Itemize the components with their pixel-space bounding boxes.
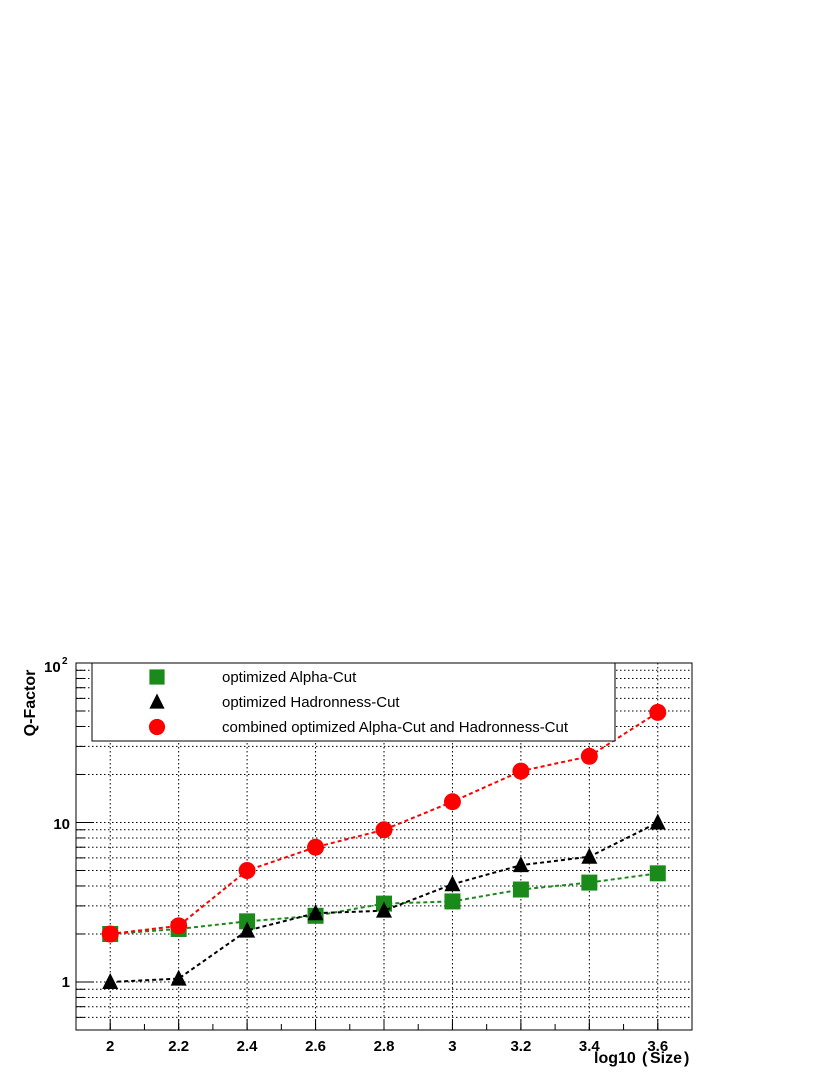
y-tick-label-1: 1 [62, 974, 70, 991]
x-tick-label: 2.8 [374, 1038, 395, 1055]
circle-marker [238, 862, 256, 880]
triangle-marker [239, 921, 256, 938]
square-marker [239, 913, 256, 930]
square-marker [581, 874, 598, 891]
y-axis-title: Q-Factor [22, 670, 39, 737]
square-marker [649, 865, 666, 882]
x-axis-title-variable: Size [650, 1050, 682, 1067]
circle-marker [512, 762, 530, 780]
x-tick-label: 2.2 [168, 1038, 189, 1055]
series-circle [101, 703, 667, 943]
y-tick-labels: 1 10 10 2 [44, 656, 70, 991]
legend-label: optimized Alpha-Cut [222, 669, 357, 686]
x-tick-label: 3.6 [647, 1038, 668, 1055]
series-line-circle [110, 711, 659, 935]
circle-marker [101, 925, 119, 943]
circle-marker [375, 821, 393, 839]
circle-marker [649, 703, 667, 721]
x-tick-label: 3.2 [510, 1038, 531, 1055]
triangle-marker [581, 847, 598, 864]
legend-box [91, 662, 616, 742]
square-marker [444, 893, 461, 910]
x-axis-title-prefix: log10 [594, 1050, 636, 1067]
triangle-marker [102, 972, 119, 989]
series-layer [101, 703, 667, 989]
y-tick-label-100-exponent: 2 [62, 656, 68, 667]
x-tick-label: 2.4 [237, 1038, 259, 1055]
square-marker [512, 881, 529, 898]
x-axis-title-paren-close: ) [684, 1050, 689, 1067]
triangle-marker [376, 901, 392, 918]
circle-marker [443, 793, 461, 811]
triangle-marker [307, 904, 324, 921]
triangle-marker [149, 693, 165, 709]
x-axis-title: log10 ( Size ) [594, 1050, 689, 1067]
circle-marker [170, 917, 188, 935]
circle-marker [148, 718, 166, 736]
x-axis-title-paren-open: ( [642, 1050, 648, 1067]
triangle-marker [649, 813, 666, 830]
legend: optimized Alpha-Cut optimized Hadronness-… [91, 662, 616, 742]
circle-marker [307, 838, 325, 856]
triangle-marker [444, 875, 461, 892]
legend-label: optimized Hadronness-Cut [222, 694, 400, 711]
y-tick-label-10: 10 [53, 816, 70, 833]
triangle-marker [512, 856, 529, 873]
y-tick-label-100-base: 10 [44, 659, 61, 676]
ticks: 2 2.2 2.4 2.6 2.8 3 3.2 3.4 3.6 [76, 669, 668, 1055]
x-tick-label: 2 [106, 1038, 114, 1055]
circle-marker [580, 747, 598, 765]
square-marker [149, 669, 165, 685]
series-triangle [102, 813, 666, 989]
legend-label: combined optimized Alpha-Cut and Hadronn… [222, 719, 569, 736]
triangle-marker [170, 969, 187, 986]
x-tick-label: 2.6 [305, 1038, 326, 1055]
x-tick-label: 3.4 [579, 1038, 601, 1055]
x-tick-label: 3 [448, 1038, 456, 1055]
